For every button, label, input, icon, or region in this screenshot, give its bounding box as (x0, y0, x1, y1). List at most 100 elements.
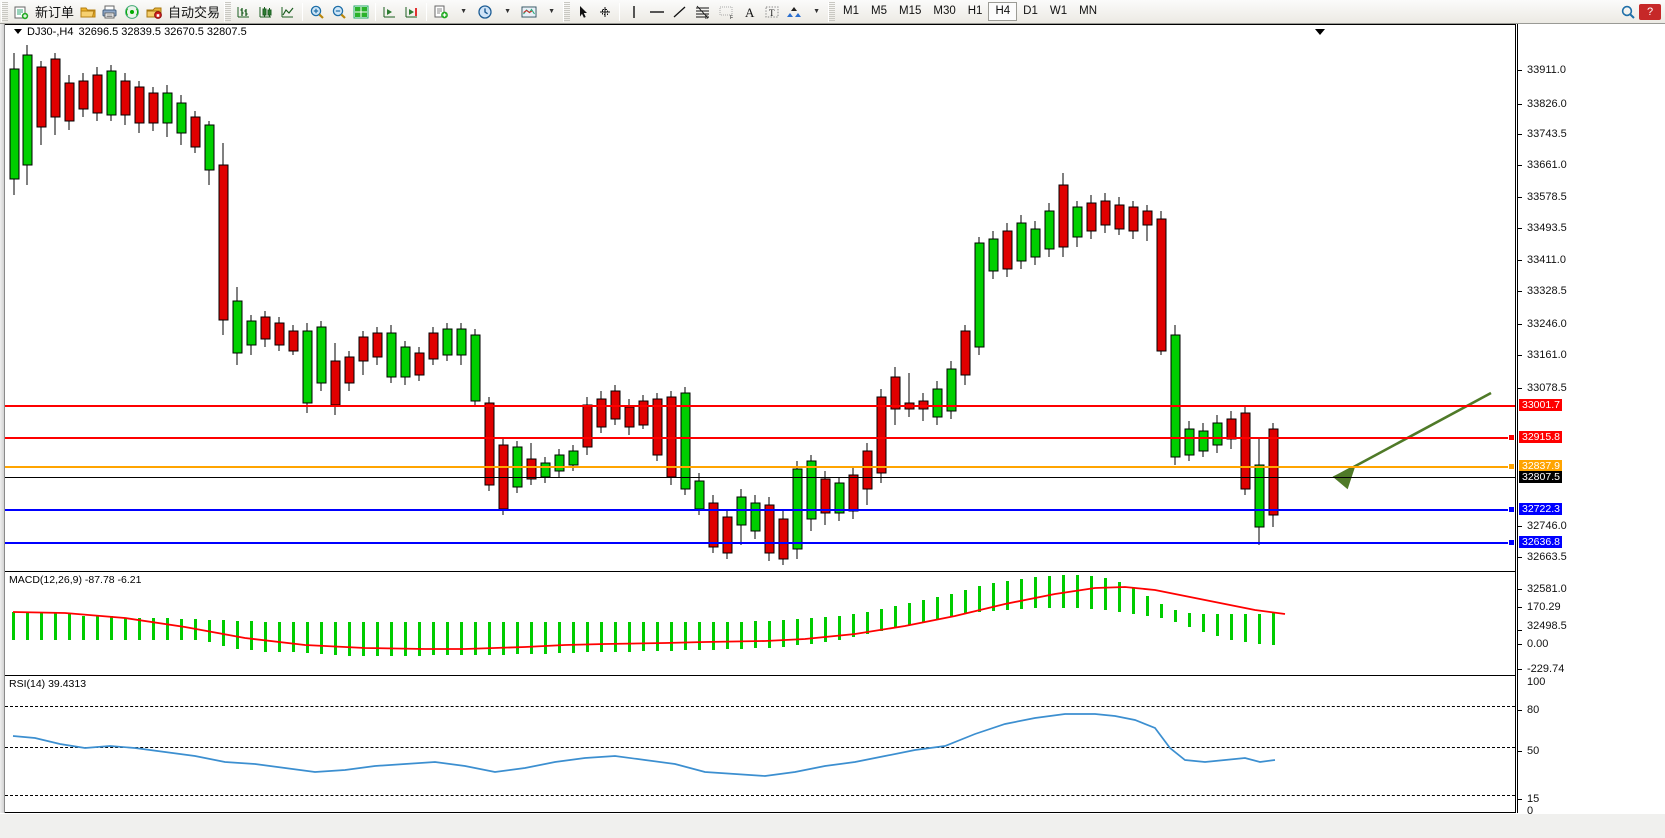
chart-ohlc-values: 32696.5 32839.5 32670.5 32807.5 (78, 25, 247, 38)
timeframe-h4[interactable]: H4 (988, 2, 1018, 21)
price-tag-pivot-32837[interactable]: 32837.9 (1519, 460, 1562, 472)
label-icon[interactable]: T (761, 1, 783, 23)
price-tick-14: 32498.5 (1527, 620, 1567, 632)
chart-canvas[interactable]: DJ30-,H4 32696.5 32839.5 32670.5 32807.5 (5, 24, 1516, 813)
svg-text:E: E (705, 15, 709, 20)
rsi-tick-2: 50 (1527, 745, 1540, 757)
price-tick-2: 33743.5 (1527, 128, 1567, 140)
price-tag-support-32722[interactable]: 32722.3 (1519, 503, 1562, 515)
rsi-pane: RSI(14) 39.4313 (5, 675, 1515, 812)
auto-trading-icon[interactable] (143, 1, 165, 23)
zoom-in-icon[interactable] (306, 1, 328, 23)
hline-icon[interactable] (645, 1, 669, 23)
candlestick-series (9, 45, 1492, 565)
vline-icon[interactable] (623, 1, 645, 23)
shift-end-icon[interactable] (401, 1, 423, 23)
price-pane (5, 25, 1515, 570)
period-dropdown-caret[interactable]: ▼ (504, 8, 511, 15)
support-line-32722[interactable] (5, 509, 1515, 511)
timeframe-h1[interactable]: H1 (967, 5, 983, 17)
price-tick-5: 33493.5 (1527, 222, 1567, 234)
new-order-icon[interactable] (10, 1, 32, 23)
candlestick-chart-icon[interactable] (255, 1, 277, 23)
toolbar-grip[interactable] (1, 1, 8, 22)
price-tick-6: 33411.0 (1527, 254, 1566, 266)
rsi-label: RSI(14) 39.4313 (9, 678, 87, 690)
toolbar-grip-3[interactable] (563, 1, 571, 22)
timeframe-m15[interactable]: M15 (899, 5, 922, 17)
macd-signal-line (12, 586, 1286, 650)
equidistant-channel-icon[interactable]: F (715, 1, 739, 23)
shapes-dropdown-caret[interactable]: ▼ (813, 8, 820, 15)
macd-tick-0: 170.29 (1527, 601, 1561, 613)
toolbar-separator-2 (375, 2, 377, 21)
crosshair-icon[interactable] (594, 1, 616, 23)
add-indicator-dropdown-caret[interactable]: ▼ (460, 8, 467, 15)
bar-chart-icon[interactable] (233, 1, 255, 23)
new-order-button[interactable]: 新订单 (35, 5, 75, 20)
fibonacci-icon[interactable]: E (691, 1, 715, 23)
rsi-tick-1: 80 (1527, 704, 1540, 716)
cursor-icon[interactable] (572, 1, 594, 23)
price-tick-13: 32581.0 (1527, 583, 1567, 595)
timeframe-mn[interactable]: MN (1079, 5, 1097, 17)
toolbar-grip-4[interactable] (828, 1, 836, 22)
help-icon[interactable]: ? (1639, 3, 1661, 20)
price-tick-4: 33578.5 (1527, 191, 1567, 203)
templates-icon[interactable] (518, 1, 540, 23)
current-price-line (5, 477, 1515, 478)
price-tag-resistance-32915[interactable]: 32915.8 (1519, 431, 1562, 443)
chart-area: DJ30-,H4 32696.5 32839.5 32670.5 32807.5 (0, 24, 1665, 838)
price-tick-12: 32663.5 (1527, 551, 1567, 563)
shift-start-icon[interactable] (379, 1, 401, 23)
auto-trading-button[interactable]: 自动交易 (168, 5, 221, 20)
collapse-triangle-icon[interactable] (14, 29, 22, 34)
tile-windows-icon[interactable] (350, 1, 372, 23)
rsi-tick-3: 15 (1527, 793, 1540, 805)
annotation-arrow-icon (1332, 391, 1492, 490)
resistance-line-32915[interactable] (5, 437, 1515, 439)
search-icon[interactable] (1617, 1, 1639, 23)
zoom-out-icon[interactable] (328, 1, 350, 23)
support-line-32722-handle[interactable] (1508, 506, 1515, 513)
timeframe-d1[interactable]: D1 (1023, 5, 1038, 17)
toolbar-grip-2[interactable] (224, 1, 232, 22)
timeframe-m1[interactable]: M1 (843, 5, 860, 17)
templates-dropdown-caret[interactable]: ▼ (548, 8, 555, 15)
timeframe-m30[interactable]: M30 (933, 5, 956, 17)
printer-icon[interactable] (99, 1, 121, 23)
pivot-line-32837[interactable] (5, 466, 1515, 468)
toolbar-separator-4 (619, 2, 621, 21)
rsi-series (12, 713, 1276, 777)
price-marker-triangle-icon (1315, 29, 1325, 35)
price-tag-support-32636[interactable]: 32636.8 (1519, 536, 1562, 548)
line-chart-icon[interactable] (277, 1, 299, 23)
folder-icon[interactable] (77, 1, 99, 23)
timeframe-w1[interactable]: W1 (1049, 5, 1068, 17)
resistance-line-32915-handle[interactable] (1508, 434, 1515, 441)
period-icon[interactable] (474, 1, 496, 23)
chart-symbol-header: DJ30-,H4 32696.5 32839.5 32670.5 32807.5 (10, 25, 247, 38)
price-axis[interactable]: 33911.0 33826.0 33743.5 33661.0 33578.5 … (1517, 24, 1665, 817)
chart-left-scrollbar[interactable] (0, 24, 5, 813)
price-tick-11: 32746.0 (1527, 520, 1567, 532)
add-indicator-icon[interactable] (430, 1, 452, 23)
price-tag-resistance-33001[interactable]: 33001.7 (1519, 399, 1562, 411)
svg-text:A: A (745, 5, 755, 20)
price-tick-3: 33661.0 (1527, 159, 1567, 171)
trendline-icon[interactable] (669, 1, 691, 23)
rsi-level-50 (5, 747, 1515, 748)
support-line-32636[interactable] (5, 542, 1515, 544)
shapes-icon[interactable] (783, 1, 805, 23)
chart-symbol-label: DJ30-,H4 (27, 25, 74, 38)
resistance-line-33001[interactable] (5, 405, 1515, 407)
macd-label: MACD(12,26,9) -87.78 -6.21 (9, 574, 142, 586)
support-line-32636-handle[interactable] (1508, 539, 1515, 546)
timeframe-m5[interactable]: M5 (871, 5, 887, 17)
price-tick-7: 33328.5 (1527, 285, 1567, 297)
price-tick-9: 33161.0 (1527, 349, 1567, 361)
pivot-line-32837-handle[interactable] (1508, 463, 1515, 470)
signal-icon[interactable] (121, 1, 143, 23)
text-icon[interactable]: A (739, 1, 761, 23)
